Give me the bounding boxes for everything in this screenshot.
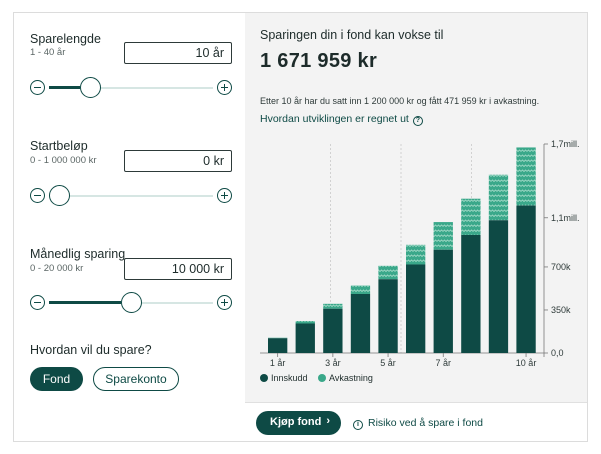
start-amount-label: Startbeløp <box>30 139 88 153</box>
y-tick-label: 1,1mill. <box>551 213 580 223</box>
bar-return <box>323 303 343 309</box>
slider-track[interactable] <box>49 194 213 197</box>
bar-deposit <box>323 308 343 353</box>
start-amount-input[interactable]: 0 kr <box>124 150 232 172</box>
slider-fill <box>49 86 81 89</box>
bar-deposit <box>461 234 481 353</box>
bar-return <box>516 147 536 206</box>
chart-legend: Innskudd Avkastning <box>260 373 381 383</box>
decrease-icon[interactable] <box>30 80 45 95</box>
y-tick-label: 0,0 <box>551 348 564 358</box>
bar-return <box>350 285 371 294</box>
start-amount-slider[interactable] <box>30 184 232 206</box>
deposit-color-dot <box>260 374 268 382</box>
monthly-saving-label: Månedlig sparing <box>30 247 126 261</box>
bar-deposit <box>488 220 509 353</box>
saving-length-range: 1 - 40 år <box>30 47 66 58</box>
slider-thumb[interactable] <box>80 77 102 98</box>
bar-return <box>406 244 426 265</box>
calculation-info-link-text[interactable]: Hvordan utviklingen er regnet ut <box>260 113 409 125</box>
save-method-question: Hvordan vil du spare? <box>30 343 152 357</box>
bar-deposit <box>350 293 371 353</box>
info-icon[interactable]: i <box>353 420 363 430</box>
increase-icon[interactable] <box>217 295 232 310</box>
help-icon[interactable]: ? <box>412 116 423 126</box>
saving-length-slider[interactable] <box>30 76 232 98</box>
growth-chart: 0,0 350k 700k 1,1mill. 1,7mill. 1 år 3 år 5 år 7… <box>260 139 580 368</box>
bar-deposit <box>406 264 426 353</box>
y-tick-label: 350k <box>551 305 571 315</box>
bar-return <box>488 174 509 221</box>
result-total: 1 671 959 kr <box>260 50 378 72</box>
savings-calculator: Sparelengde 1 - 40 år 10 år Startbeløp 0… <box>13 12 588 442</box>
saving-length-input[interactable]: 10 år <box>124 42 232 64</box>
x-tick-label: 7 år <box>436 358 452 368</box>
bar-deposit <box>516 205 536 353</box>
fund-option-button[interactable]: Fond <box>30 367 83 391</box>
bar-deposit <box>295 323 315 353</box>
y-tick-label: 1,7mill. <box>551 139 580 149</box>
slider-thumb[interactable] <box>49 185 70 206</box>
bar-return <box>461 198 481 235</box>
x-tick-label: 3 år <box>325 358 341 368</box>
slider-track[interactable] <box>49 86 213 89</box>
decrease-icon[interactable] <box>30 188 45 203</box>
y-tick-label: 700k <box>551 262 571 272</box>
buy-fund-button-label[interactable]: Kjøp fond <box>270 416 322 428</box>
increase-icon[interactable] <box>217 80 232 95</box>
slider-thumb[interactable] <box>120 292 142 313</box>
increase-icon[interactable] <box>217 188 232 203</box>
legend-return-label: Avkastning <box>329 373 373 383</box>
monthly-saving-input[interactable]: 10 000 kr <box>124 258 232 280</box>
input-panel: Sparelengde 1 - 40 år 10 år Startbeløp 0… <box>14 13 245 441</box>
return-color-dot <box>318 374 327 382</box>
x-tick-label: 5 år <box>380 358 396 368</box>
bar-return <box>378 265 398 280</box>
slider-fill <box>49 301 121 304</box>
savings-account-option-button[interactable]: Sparekonto <box>93 367 179 391</box>
chevron-right-icon[interactable]: › <box>326 415 330 427</box>
monthly-saving-slider[interactable] <box>30 291 232 313</box>
bar-return <box>433 222 453 250</box>
result-panel: Sparingen din i fond kan vokse til 1 671… <box>245 13 587 441</box>
buy-fund-button[interactable]: Kjøp fond › <box>256 411 341 435</box>
legend-item-deposit: Innskudd <box>260 373 308 383</box>
risk-info-link[interactable]: i Risiko ved å spare i fond <box>353 417 483 430</box>
result-heading: Sparingen din i fond kan vokse til <box>260 28 444 42</box>
action-footer: Kjøp fond › i Risiko ved å spare i fond <box>245 402 587 441</box>
bar-return <box>295 321 315 324</box>
result-description: Etter 10 år har du satt inn 1 200 000 kr… <box>260 96 540 106</box>
x-tick-label: 10 år <box>516 358 537 368</box>
x-tick-label: 1 år <box>270 358 286 368</box>
bar-deposit <box>433 249 453 353</box>
decrease-icon[interactable] <box>30 295 45 310</box>
bar-deposit <box>378 279 398 353</box>
calculation-info-link[interactable]: Hvordan utviklingen er regnet ut? <box>260 113 423 126</box>
bar-deposit <box>268 338 288 353</box>
legend-item-return: Avkastning <box>318 373 373 383</box>
start-amount-range: 0 - 1 000 000 kr <box>30 155 97 166</box>
legend-deposit-label: Innskudd <box>271 373 308 383</box>
risk-info-link-text[interactable]: Risiko ved å spare i fond <box>368 417 483 429</box>
monthly-saving-range: 0 - 20 000 kr <box>30 263 84 274</box>
saving-length-label: Sparelengde <box>30 32 101 46</box>
